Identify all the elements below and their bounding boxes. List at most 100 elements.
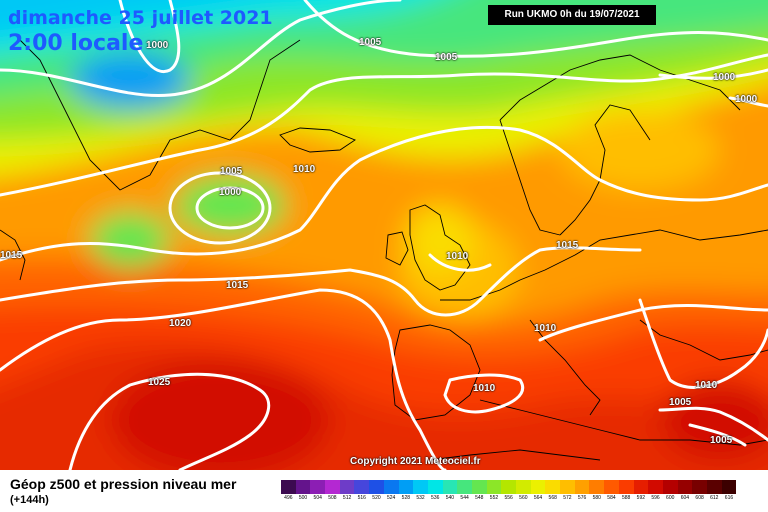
scale-color-block: [310, 480, 326, 494]
scale-label: 544: [460, 495, 469, 501]
scale-swatch: 520: [369, 480, 384, 504]
scale-color-block: [325, 480, 340, 494]
copyright-text: Copyright 2021 Meteociel.fr: [350, 456, 481, 467]
scale-swatch: 572: [560, 480, 575, 504]
scale-color-block: [648, 480, 663, 494]
pressure-label: 1015: [0, 250, 23, 261]
scale-color-block: [295, 480, 311, 494]
scale-label: 588: [621, 495, 631, 501]
scale-color-block: [692, 480, 707, 494]
scale-label: 576: [577, 495, 587, 501]
scale-color-block: [662, 480, 678, 494]
pressure-label: 1000: [219, 187, 242, 198]
scale-color-block: [604, 480, 619, 494]
scale-label: 564: [533, 495, 543, 501]
scale-swatch: 516: [354, 480, 370, 504]
scale-swatch: 588: [618, 480, 634, 504]
pressure-label: 1000: [146, 40, 169, 51]
scale-label: 528: [401, 495, 411, 501]
scale-swatch: 532: [413, 480, 428, 504]
scale-color-block: [413, 480, 428, 494]
scale-swatch: 604: [677, 480, 693, 504]
scale-label: 508: [328, 495, 337, 501]
scale-color-block: [442, 480, 458, 494]
scale-label: 616: [724, 495, 734, 501]
scale-label: 516: [357, 495, 366, 501]
scale-label: 496: [284, 495, 293, 501]
pressure-label: 1015: [556, 240, 579, 251]
scale-color-block: [560, 480, 575, 494]
scale-swatch: 580: [589, 480, 605, 504]
scale-swatch: 552: [486, 480, 502, 504]
model-run-label: Run UKMO 0h du 19/07/2021: [488, 5, 656, 25]
pressure-label: 1005: [220, 166, 243, 177]
scale-color-block: [721, 480, 737, 494]
pressure-label: 1005: [710, 435, 733, 446]
scale-swatch: 500: [295, 480, 311, 504]
scale-label: 584: [607, 495, 616, 501]
scale-swatch: 528: [398, 480, 414, 504]
forecast-time: 2:00 locale: [8, 31, 144, 56]
scale-swatch: 540: [442, 480, 458, 504]
scale-label: 548: [475, 495, 484, 501]
geopotential-field: [0, 0, 768, 470]
scale-label: 524: [386, 495, 396, 501]
scale-label: 580: [592, 495, 601, 501]
scale-color-block: [545, 480, 561, 494]
scale-label: 504: [313, 495, 322, 501]
scale-label: 560: [519, 495, 528, 501]
scale-swatch: 592: [633, 480, 649, 504]
scale-color-block: [427, 480, 443, 494]
scale-swatch: 560: [516, 480, 531, 504]
scale-label: 532: [416, 495, 425, 501]
scale-label: 568: [548, 495, 557, 501]
pressure-label: 1005: [359, 37, 382, 48]
scale-color-block: [589, 480, 605, 494]
pressure-label: 1005: [435, 52, 458, 63]
forecast-range: (+144h): [10, 494, 49, 506]
scale-color-block: [486, 480, 502, 494]
pressure-label: 1000: [713, 72, 736, 83]
scale-swatch: 616: [721, 480, 737, 504]
scale-color-block: [706, 480, 722, 494]
pressure-label: 1010: [695, 380, 718, 391]
pressure-label: 1015: [226, 280, 249, 291]
forecast-date: dimanche 25 juillet 2021: [8, 7, 273, 29]
scale-swatch: 596: [648, 480, 663, 504]
scale-swatch: 536: [427, 480, 443, 504]
scale-label: 604: [680, 495, 690, 501]
scale-label: 540: [445, 495, 455, 501]
isobars: [0, 0, 768, 470]
pressure-label: 1005: [669, 397, 692, 408]
scale-label: 612: [710, 495, 719, 501]
scale-color-block: [354, 480, 370, 494]
scale-color-block: [339, 480, 355, 494]
scale-color-block: [281, 480, 296, 494]
map-footer: Géop z500 et pression niveau mer (+144h)…: [0, 470, 768, 512]
scale-color-block: [369, 480, 384, 494]
scale-swatch: 524: [383, 480, 399, 504]
pressure-label: 1010: [446, 251, 469, 262]
pressure-label: 1010: [293, 164, 316, 175]
scale-label: 500: [298, 495, 308, 501]
scale-label: 596: [651, 495, 660, 501]
scale-color-block: [633, 480, 649, 494]
scale-label: 520: [372, 495, 381, 501]
scale-label: 592: [636, 495, 646, 501]
scale-color-block: [383, 480, 399, 494]
pressure-label: 1020: [169, 318, 192, 329]
scale-color-block: [618, 480, 634, 494]
scale-swatch: 584: [604, 480, 619, 504]
scale-swatch: 564: [530, 480, 546, 504]
scale-color-block: [457, 480, 472, 494]
map-title: Géop z500 et pression niveau mer: [10, 476, 237, 492]
scale-swatch: 600: [662, 480, 678, 504]
scale-label: 600: [666, 495, 675, 501]
scale-swatch: 568: [545, 480, 561, 504]
coastlines: [0, 39, 768, 461]
pressure-label: 1010: [473, 383, 496, 394]
scale-label: 572: [563, 495, 572, 501]
scale-color-block: [516, 480, 531, 494]
scale-swatch: 544: [457, 480, 472, 504]
